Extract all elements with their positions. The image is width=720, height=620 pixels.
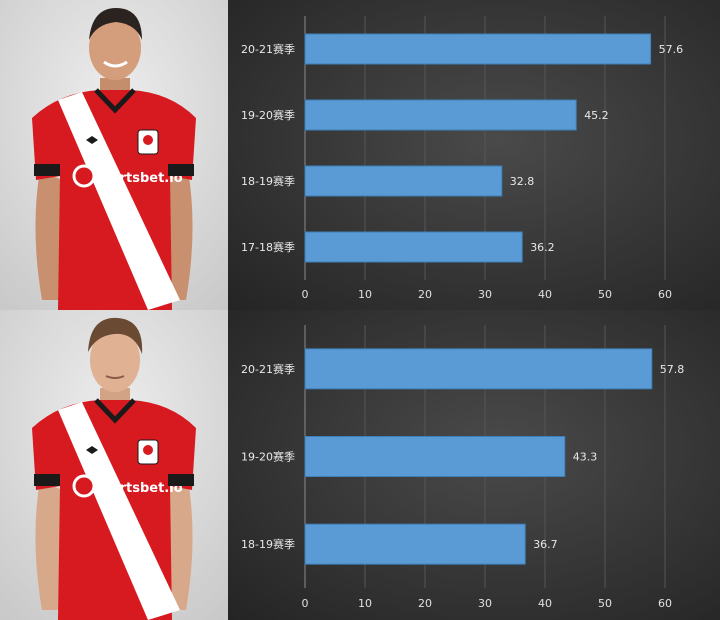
x-tick-label: 0 xyxy=(302,288,309,301)
bar xyxy=(304,348,653,390)
value-label: 36.7 xyxy=(533,538,558,551)
category-label: 19-20赛季 xyxy=(241,450,295,464)
bar xyxy=(304,99,577,131)
chart-panel-2: 0 10 20 30 40 50 60 20-21赛季 57.8 19-20赛季 43.3 18-19… xyxy=(228,310,720,620)
bar xyxy=(304,165,503,197)
player-panel-2: Sportsbet.io 0 10 20 30 40 50 60 20-21赛季 57.8 19-… xyxy=(0,310,720,620)
category-label: 20-21赛季 xyxy=(241,362,295,376)
x-tick-label: 50 xyxy=(598,597,612,610)
bar xyxy=(304,523,526,565)
bar-chart-1: 0 10 20 30 40 50 60 20-21赛季 57.6 19-20赛季 45.2 18-19… xyxy=(241,16,684,301)
x-tick-label: 10 xyxy=(358,288,372,301)
svg-text:Sportsbet.io: Sportsbet.io xyxy=(92,481,183,496)
x-tick-label: 50 xyxy=(598,288,612,301)
value-label: 43.3 xyxy=(573,451,598,464)
player-panel-1: Sportsbet.io 0 10 20 30 40 50 60 20-21赛季 57.6 19-… xyxy=(0,0,720,310)
svg-text:Sportsbet.io: Sportsbet.io xyxy=(92,171,183,186)
x-tick-label: 20 xyxy=(418,597,432,610)
bar xyxy=(304,231,523,263)
x-tick-label: 40 xyxy=(538,288,552,301)
x-tick-label: 40 xyxy=(538,597,552,610)
bar xyxy=(304,33,652,65)
x-tick-label: 60 xyxy=(658,597,672,610)
player-photo-1: Sportsbet.io xyxy=(0,0,228,310)
category-label: 18-19赛季 xyxy=(241,174,295,188)
value-label: 36.2 xyxy=(530,241,555,254)
category-label: 19-20赛季 xyxy=(241,108,295,122)
player-photo-2: Sportsbet.io xyxy=(0,310,228,620)
x-tick-label: 0 xyxy=(302,597,309,610)
x-tick-label: 60 xyxy=(658,288,672,301)
value-label: 57.8 xyxy=(660,363,685,376)
value-label: 45.2 xyxy=(584,109,609,122)
category-label: 17-18赛季 xyxy=(241,240,295,254)
value-label: 32.8 xyxy=(510,175,535,188)
chart-panel-1: 0 10 20 30 40 50 60 20-21赛季 57.6 19-20赛季 45.2 18-19… xyxy=(228,0,720,310)
category-label: 20-21赛季 xyxy=(241,42,295,56)
value-label: 57.6 xyxy=(659,43,684,56)
x-tick-label: 20 xyxy=(418,288,432,301)
x-tick-label: 30 xyxy=(478,597,492,610)
category-label: 18-19赛季 xyxy=(241,537,295,551)
x-tick-label: 10 xyxy=(358,597,372,610)
x-tick-label: 30 xyxy=(478,288,492,301)
bar xyxy=(304,436,566,477)
bar-chart-2: 0 10 20 30 40 50 60 20-21赛季 57.8 19-20赛季 43.3 18-19… xyxy=(241,325,685,610)
